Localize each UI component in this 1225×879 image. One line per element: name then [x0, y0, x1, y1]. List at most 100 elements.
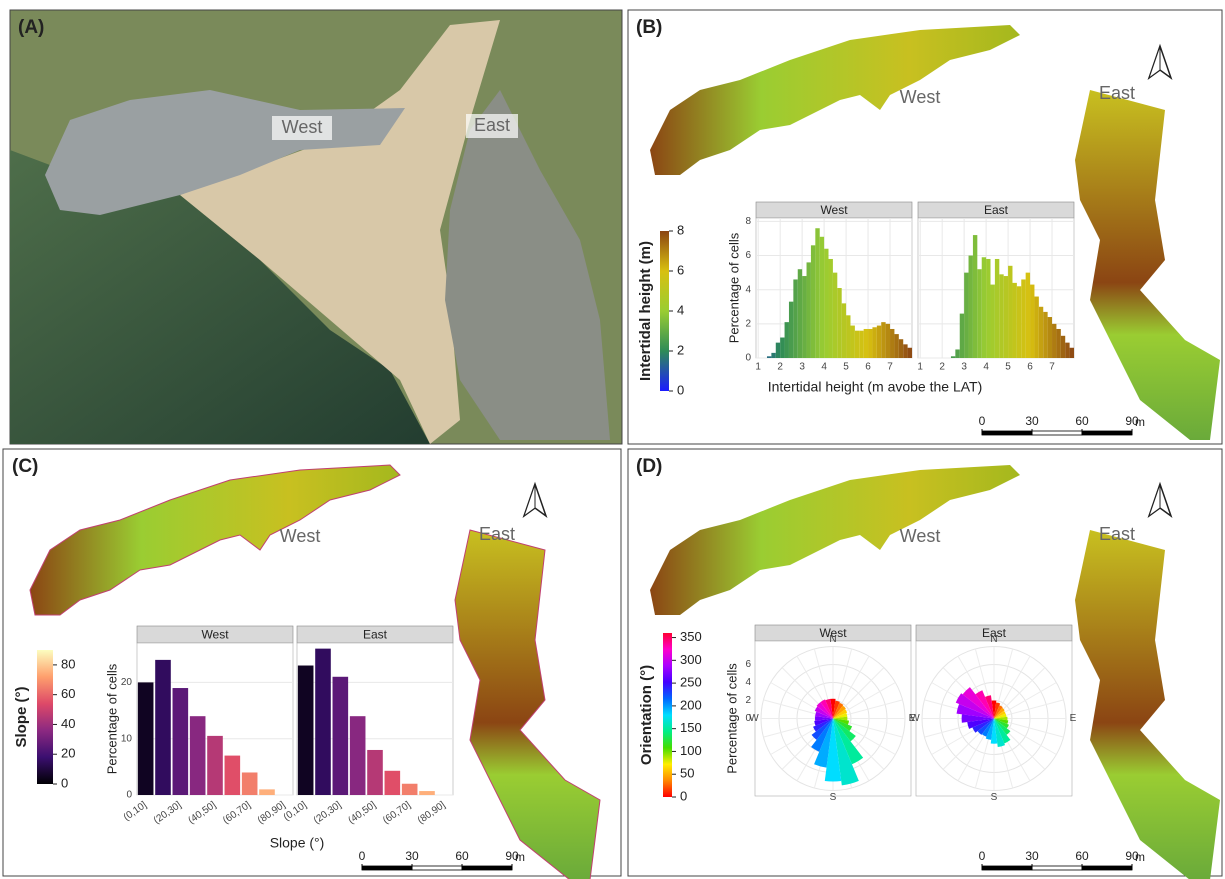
- scale-label: 90: [505, 849, 519, 863]
- colorbar-tick-label: 60: [61, 686, 75, 701]
- rose-petal: [955, 693, 994, 719]
- colorbar-tick-label: 80: [61, 656, 75, 671]
- x-tick-label: 4: [983, 362, 989, 373]
- scale-segment: [1031, 865, 1083, 871]
- rose-petal: [967, 718, 994, 729]
- rose-petal: [975, 690, 994, 719]
- rose-petal: [994, 710, 1006, 719]
- scale-segment: [461, 865, 513, 871]
- east-rocks: [445, 90, 610, 440]
- colorbar-title: Intertidal height (m): [637, 241, 654, 381]
- colorbar-tick-label: 40: [61, 716, 75, 731]
- direction-label: W: [910, 713, 920, 724]
- bar: [828, 258, 833, 358]
- bar: [1038, 306, 1044, 358]
- bar: [955, 349, 960, 358]
- bar: [881, 322, 886, 358]
- facet-title: West: [819, 626, 847, 640]
- colorbar: [37, 650, 53, 784]
- bar: [1008, 265, 1013, 358]
- bar: [137, 682, 154, 795]
- bar: [868, 328, 873, 358]
- rose-petal: [811, 718, 833, 740]
- map-label: East: [1099, 83, 1135, 103]
- bar: [815, 228, 820, 358]
- bar: [846, 315, 851, 358]
- bar: [876, 325, 882, 358]
- rose-petal: [985, 718, 994, 740]
- bar: [1047, 317, 1053, 358]
- colorbar-title: Orientation (°): [638, 665, 655, 765]
- bar: [977, 269, 982, 358]
- rose-petal: [994, 718, 1011, 744]
- rose-petal: [815, 711, 833, 719]
- scale-segment: [1031, 430, 1083, 436]
- x-tick-label: 1: [755, 362, 761, 373]
- bar: [885, 323, 891, 358]
- y-axis-label: Percentage of cells: [724, 663, 739, 774]
- rose-petal: [994, 716, 1008, 721]
- bar: [981, 257, 987, 358]
- bar: [959, 313, 965, 358]
- direction-label: S: [830, 792, 837, 803]
- scale-label: 60: [1075, 849, 1089, 863]
- bar: [968, 255, 973, 358]
- bar: [837, 288, 842, 358]
- bar: [994, 258, 1000, 358]
- y-tick-label: 2: [745, 695, 751, 706]
- rose-petal: [816, 702, 833, 719]
- bar: [332, 676, 349, 795]
- rose-petal: [977, 718, 994, 735]
- bar: [315, 648, 331, 795]
- bar: [854, 330, 860, 358]
- bar: [1034, 296, 1039, 358]
- rose-petal: [991, 700, 997, 719]
- label-box: [466, 114, 518, 138]
- panel-label: (C): [12, 456, 38, 477]
- bar: [367, 749, 383, 795]
- colorbar-tick-label: 250: [680, 675, 702, 690]
- bar: [784, 322, 789, 358]
- bar: [788, 301, 794, 358]
- colorbar-tick-label: 0: [677, 382, 684, 397]
- bar: [775, 342, 781, 358]
- bar: [766, 356, 772, 358]
- bar: [384, 770, 401, 795]
- facet-title: East: [363, 628, 388, 642]
- map-label: West: [282, 117, 323, 137]
- rose-petal: [833, 705, 846, 719]
- map-label: East: [1099, 524, 1135, 544]
- bar: [297, 665, 314, 795]
- bar: [1021, 279, 1026, 358]
- rose-petal: [985, 695, 994, 719]
- bar: [419, 791, 435, 795]
- y-tick-label: 6: [745, 659, 751, 670]
- scale-segment: [1081, 430, 1133, 436]
- y-tick-label: 0: [745, 713, 751, 724]
- colorbar-tick-label: 2: [677, 342, 684, 357]
- rose-petal: [961, 714, 994, 723]
- y-tick-label: 0: [126, 790, 132, 801]
- rose-petal: [981, 718, 994, 737]
- rose-petal: [833, 718, 856, 742]
- bar: [894, 334, 899, 358]
- y-axis-label: Percentage of cells: [104, 663, 119, 774]
- colorbar: [660, 231, 669, 391]
- sea: [10, 150, 430, 444]
- panel-label: (B): [636, 17, 662, 38]
- scale-unit: m: [1135, 850, 1145, 864]
- bar: [172, 688, 189, 795]
- east-map: [1075, 90, 1220, 440]
- facet-title: East: [984, 203, 1009, 217]
- scale-label: 30: [1025, 849, 1039, 863]
- bar: [224, 755, 241, 795]
- rose-petal: [820, 699, 833, 719]
- scale-label: 0: [359, 849, 366, 863]
- colorbar-tick-label: 20: [61, 746, 75, 761]
- colorbar: [663, 633, 672, 797]
- rose-petal: [833, 712, 848, 719]
- scale-segment: [361, 865, 413, 871]
- bar: [999, 274, 1004, 358]
- scale-unit: m: [515, 850, 525, 864]
- rose-petal: [813, 718, 833, 732]
